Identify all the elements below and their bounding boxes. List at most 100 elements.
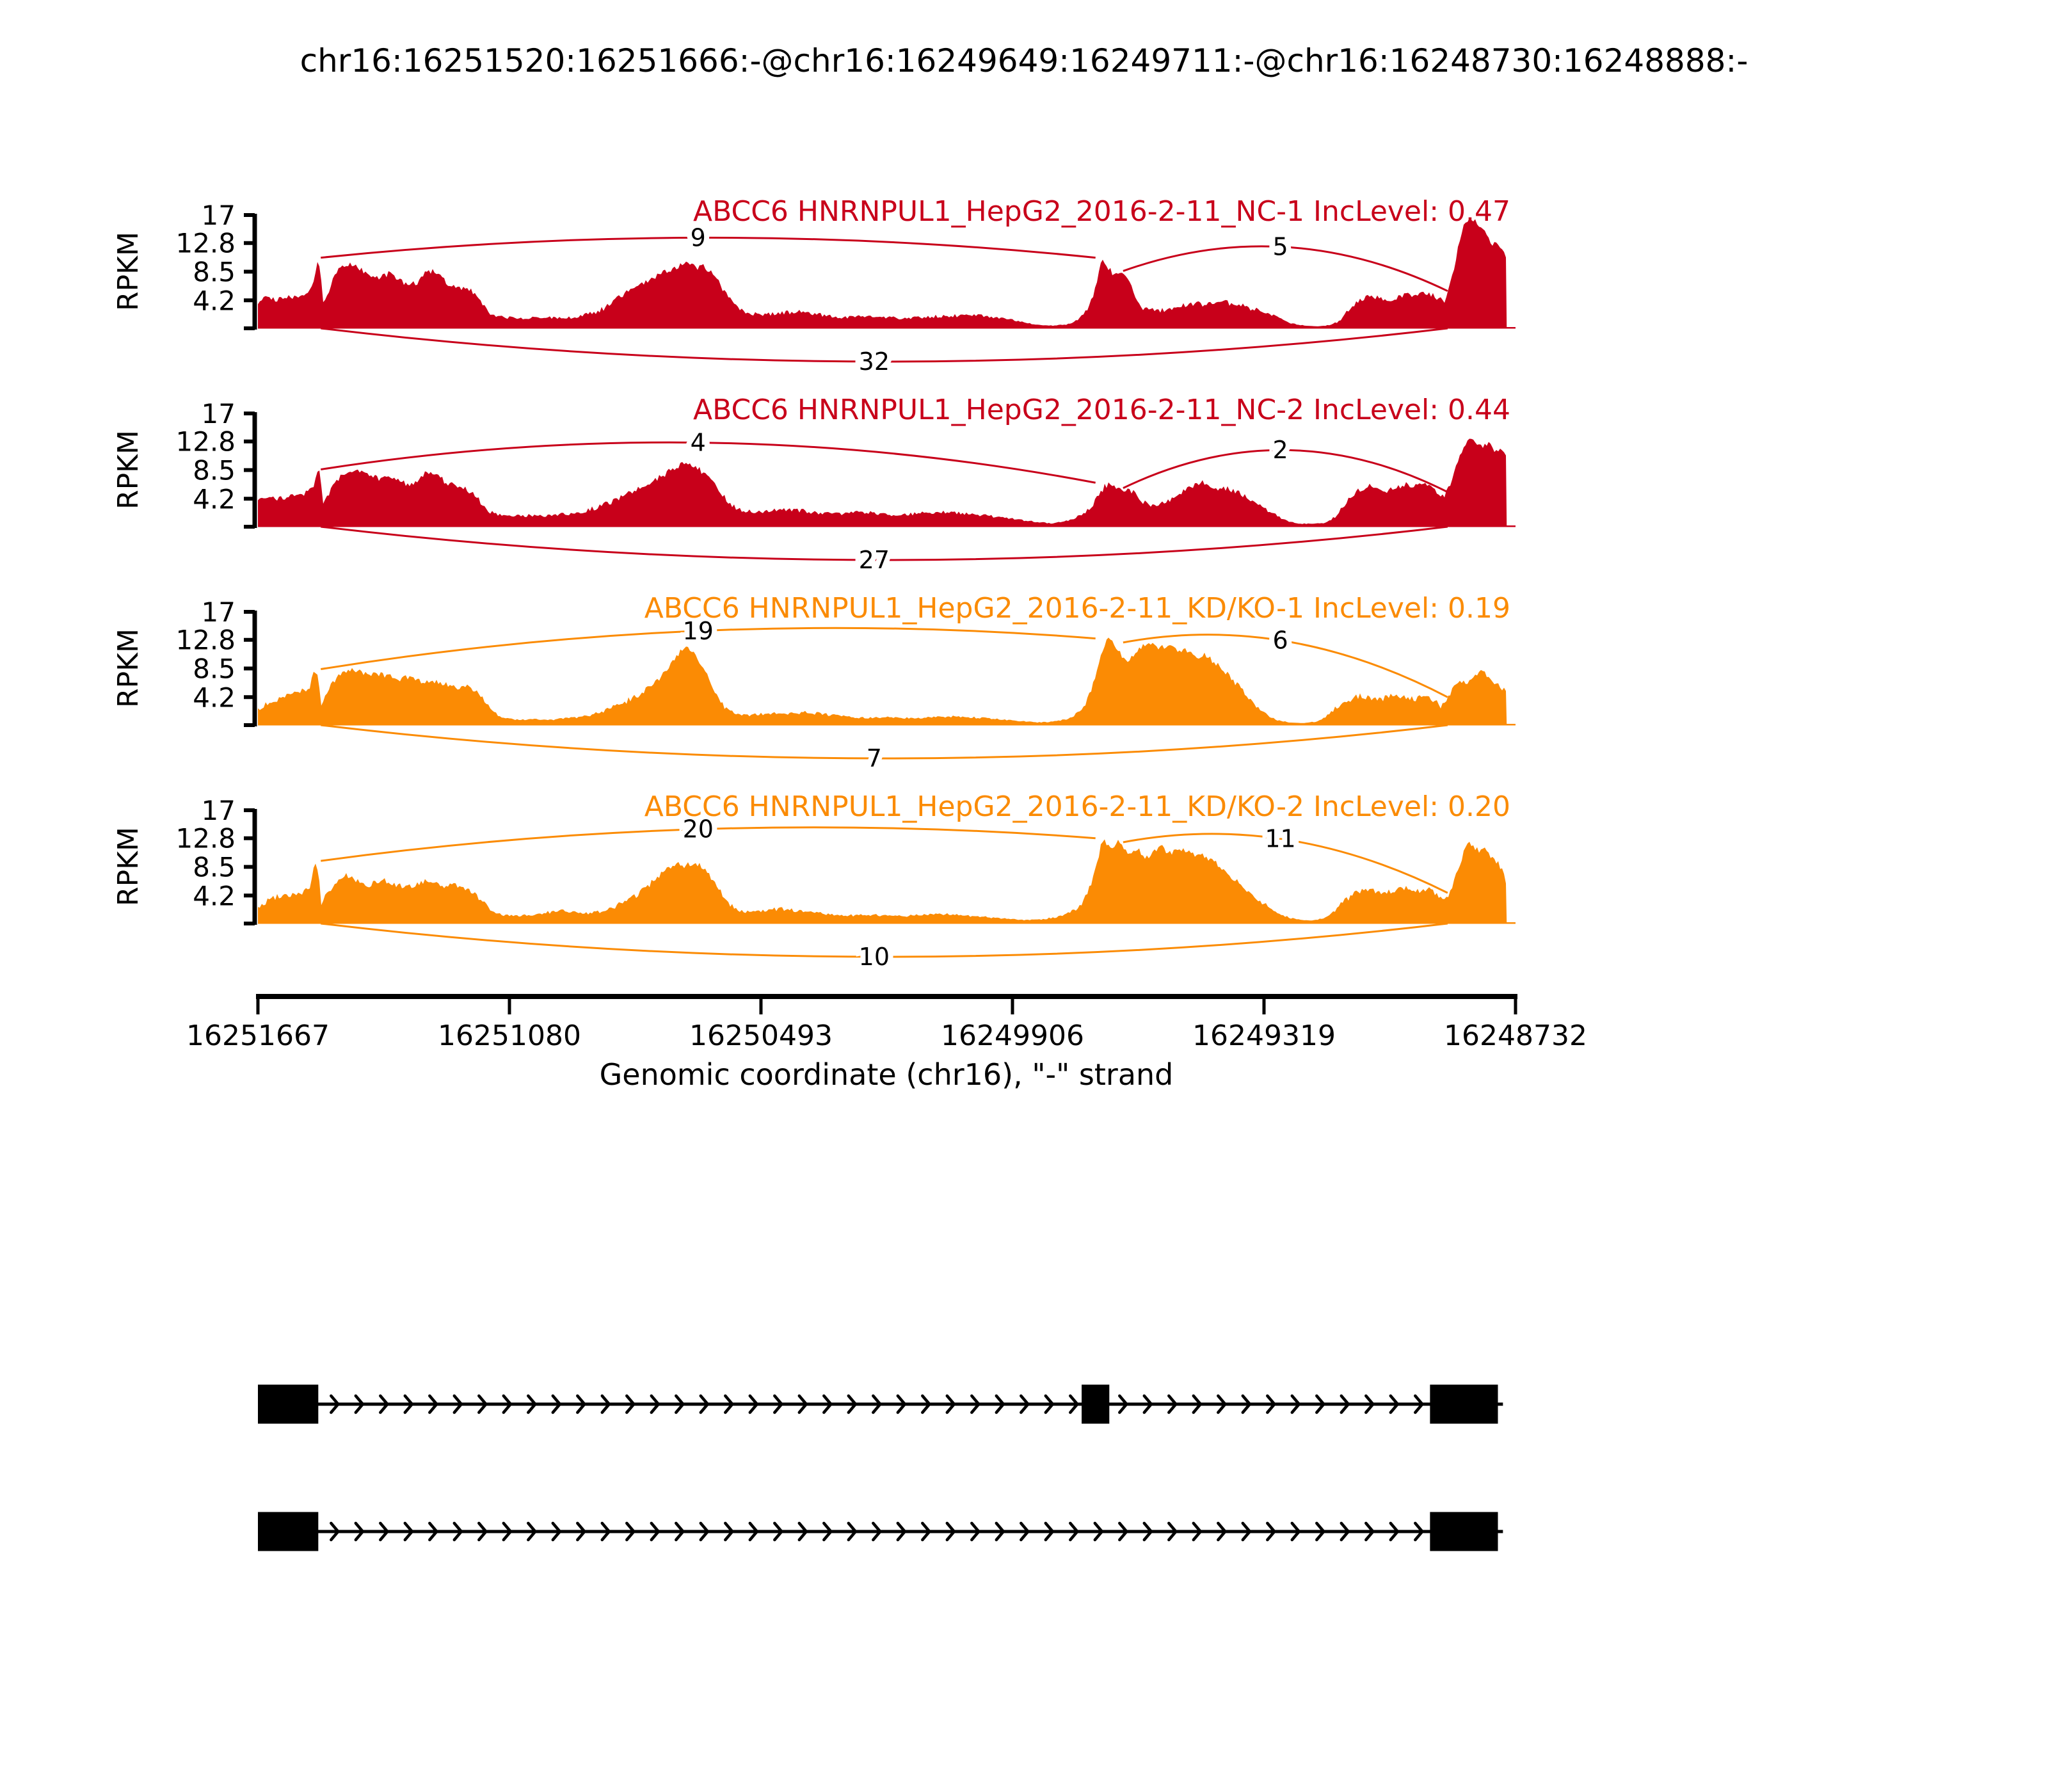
direction-arrow-icon xyxy=(1118,1521,1128,1542)
junction-count-label: 20 xyxy=(683,815,714,844)
direction-arrow-icon xyxy=(1340,1394,1350,1414)
direction-arrow-icon xyxy=(527,1394,537,1414)
junction-count-label: 5 xyxy=(1272,233,1288,261)
direction-arrow-icon xyxy=(354,1521,365,1542)
track-title: ABCC6 HNRNPUL1_HepG2_2016-2-11_NC-1 IncL… xyxy=(693,195,1510,228)
track-title: ABCC6 HNRNPUL1_HepG2_2016-2-11_KD/KO-2 I… xyxy=(644,790,1510,823)
x-axis-group: 16251667 16251080 16250493 16249906 16249319… xyxy=(186,994,1587,1052)
direction-arrow-icon xyxy=(502,1521,513,1542)
direction-arrow-icon xyxy=(945,1394,956,1414)
direction-arrow-icon xyxy=(1266,1394,1276,1414)
direction-arrow-icon xyxy=(1167,1394,1178,1414)
direction-arrow-icon xyxy=(773,1521,783,1542)
direction-arrow-icon xyxy=(1069,1521,1079,1542)
direction-arrow-icon xyxy=(970,1394,980,1414)
junction-count-label: 19 xyxy=(683,617,714,645)
junction-arc xyxy=(321,327,1448,363)
y-tick-label: 17 xyxy=(202,596,236,628)
x-axis-label: Genomic coordinate (chr16), "-" strand xyxy=(600,1057,1174,1092)
direction-arrow-icon xyxy=(1093,1521,1104,1542)
direction-arrow-icon xyxy=(625,1521,636,1542)
direction-arrow-icon xyxy=(1241,1394,1252,1414)
y-tick-label: 17 xyxy=(202,795,236,826)
direction-arrow-icon xyxy=(921,1394,931,1414)
plot-title: chr16:16251520:16251666:-@chr16:16249649… xyxy=(300,42,1748,79)
y-tick-label: 17 xyxy=(202,200,236,231)
coverage-area xyxy=(258,839,1507,924)
direction-arrow-icon xyxy=(379,1394,389,1414)
direction-arrow-icon xyxy=(428,1394,438,1414)
direction-arrow-icon xyxy=(748,1394,759,1414)
exon-box xyxy=(258,1384,319,1424)
direction-arrow-icon xyxy=(600,1521,611,1542)
direction-arrow-icon xyxy=(551,1394,562,1414)
direction-arrow-icon xyxy=(428,1521,438,1542)
direction-arrow-icon xyxy=(452,1521,463,1542)
x-tick-label: 16251080 xyxy=(438,1020,581,1052)
direction-arrow-icon xyxy=(970,1521,980,1542)
x-tick-label: 16250493 xyxy=(689,1020,833,1052)
junction-count-label: 27 xyxy=(859,546,890,574)
direction-arrow-icon xyxy=(896,1394,907,1414)
direction-arrow-icon xyxy=(527,1521,537,1542)
junction-count-label: 2 xyxy=(1272,436,1288,464)
junction-arc xyxy=(321,724,1448,760)
direction-arrow-icon xyxy=(354,1394,365,1414)
y-tick-label: 4.2 xyxy=(193,880,236,911)
x-tick-label: 16248732 xyxy=(1444,1020,1587,1052)
direction-arrow-icon xyxy=(1020,1521,1030,1542)
transcript-2 xyxy=(258,1512,1503,1551)
junction-arc xyxy=(1123,833,1448,894)
direction-arrow-icon xyxy=(1266,1521,1276,1542)
y-tick-label: 12.8 xyxy=(175,228,236,259)
direction-arrow-icon xyxy=(551,1521,562,1542)
direction-arrow-icon xyxy=(576,1394,586,1414)
direction-arrow-icon xyxy=(1315,1394,1325,1414)
exon-box xyxy=(258,1512,319,1551)
y-tick-label: 8.5 xyxy=(193,852,236,883)
y-tick-label: 12.8 xyxy=(175,426,236,458)
junction-count-label: 9 xyxy=(691,223,706,252)
direction-arrow-icon xyxy=(1290,1521,1301,1542)
direction-arrow-icon xyxy=(1389,1394,1400,1414)
direction-arrow-icon xyxy=(1118,1394,1128,1414)
exon-box xyxy=(1082,1384,1110,1424)
coverage-area xyxy=(258,637,1507,725)
direction-arrow-icon xyxy=(1020,1394,1030,1414)
direction-arrow-icon xyxy=(872,1394,882,1414)
y-tick-label: 8.5 xyxy=(193,257,236,288)
junction-arc xyxy=(321,525,1448,561)
direction-arrow-icon xyxy=(1142,1394,1153,1414)
junction-arc xyxy=(1123,634,1448,698)
y-tick-label: 4.2 xyxy=(193,682,236,713)
direction-arrow-icon xyxy=(650,1394,660,1414)
direction-arrow-icon xyxy=(724,1394,734,1414)
y-axis-title: RPKM xyxy=(112,430,145,509)
junction-count-label: 32 xyxy=(859,348,890,376)
direction-arrow-icon xyxy=(1069,1394,1079,1414)
junction-arc xyxy=(1123,449,1448,493)
y-tick-label: 17 xyxy=(202,398,236,429)
junction-count-label: 6 xyxy=(1272,627,1288,655)
coverage-area xyxy=(258,438,1507,527)
direction-arrow-icon xyxy=(379,1521,389,1542)
direction-arrow-icon xyxy=(822,1521,833,1542)
direction-arrow-icon xyxy=(330,1521,340,1542)
direction-arrow-icon xyxy=(872,1521,882,1542)
track-title: ABCC6 HNRNPUL1_HepG2_2016-2-11_NC-2 IncL… xyxy=(693,394,1510,426)
direction-arrow-icon xyxy=(330,1394,340,1414)
direction-arrow-icon xyxy=(724,1521,734,1542)
direction-arrow-icon xyxy=(1315,1521,1325,1542)
direction-arrow-icon xyxy=(477,1521,488,1542)
direction-arrow-icon xyxy=(675,1394,685,1414)
direction-arrow-icon xyxy=(1364,1521,1375,1542)
direction-arrow-icon xyxy=(477,1394,488,1414)
junction-count-label: 7 xyxy=(867,744,882,772)
direction-arrow-icon xyxy=(1241,1521,1252,1542)
direction-arrow-icon xyxy=(995,1394,1005,1414)
junction-arc xyxy=(321,627,1096,671)
